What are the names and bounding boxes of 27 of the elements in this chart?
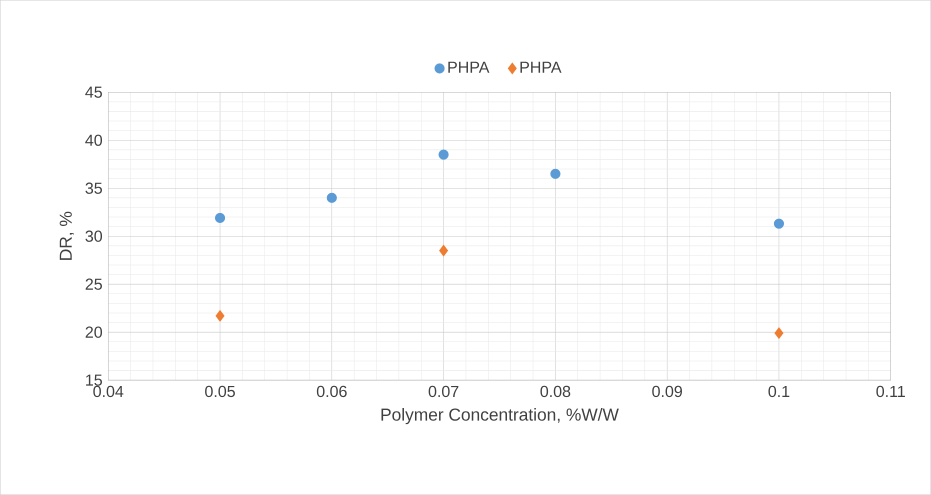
point	[550, 168, 560, 179]
y-tick-label: 25	[86, 278, 102, 290]
x-tick-label: 0.07	[428, 386, 458, 398]
x-tick-label: 0.09	[652, 386, 682, 398]
point	[438, 150, 449, 160]
y-axis-title: DR, %	[60, 212, 74, 260]
point	[214, 212, 226, 224]
y-tick-label: 40	[85, 134, 102, 146]
y-tick-label: 35	[85, 182, 102, 194]
point	[439, 244, 448, 256]
x-tick-label: 0.06	[316, 386, 347, 398]
point	[774, 327, 784, 339]
y-tick-label: 20	[86, 326, 102, 338]
x-tick-label: 0.1	[768, 386, 790, 398]
x-tick-label: 0.04	[93, 386, 124, 398]
point	[774, 218, 784, 229]
legend-label: PHPA	[520, 62, 562, 73]
y-tick-label: 30	[85, 230, 102, 242]
point	[216, 310, 225, 322]
point	[326, 192, 337, 203]
x-tick-label: 0.08	[540, 386, 570, 398]
x-tick-label: 0.05	[205, 386, 235, 398]
y-tick-label: 15	[86, 374, 102, 386]
y-tick-label: 45	[85, 86, 102, 98]
x-tick-label: 0.11	[876, 386, 905, 398]
x-axis-title: Polymer Concentration, %W/W	[382, 408, 619, 424]
legend-label: PHPA	[448, 62, 490, 73]
